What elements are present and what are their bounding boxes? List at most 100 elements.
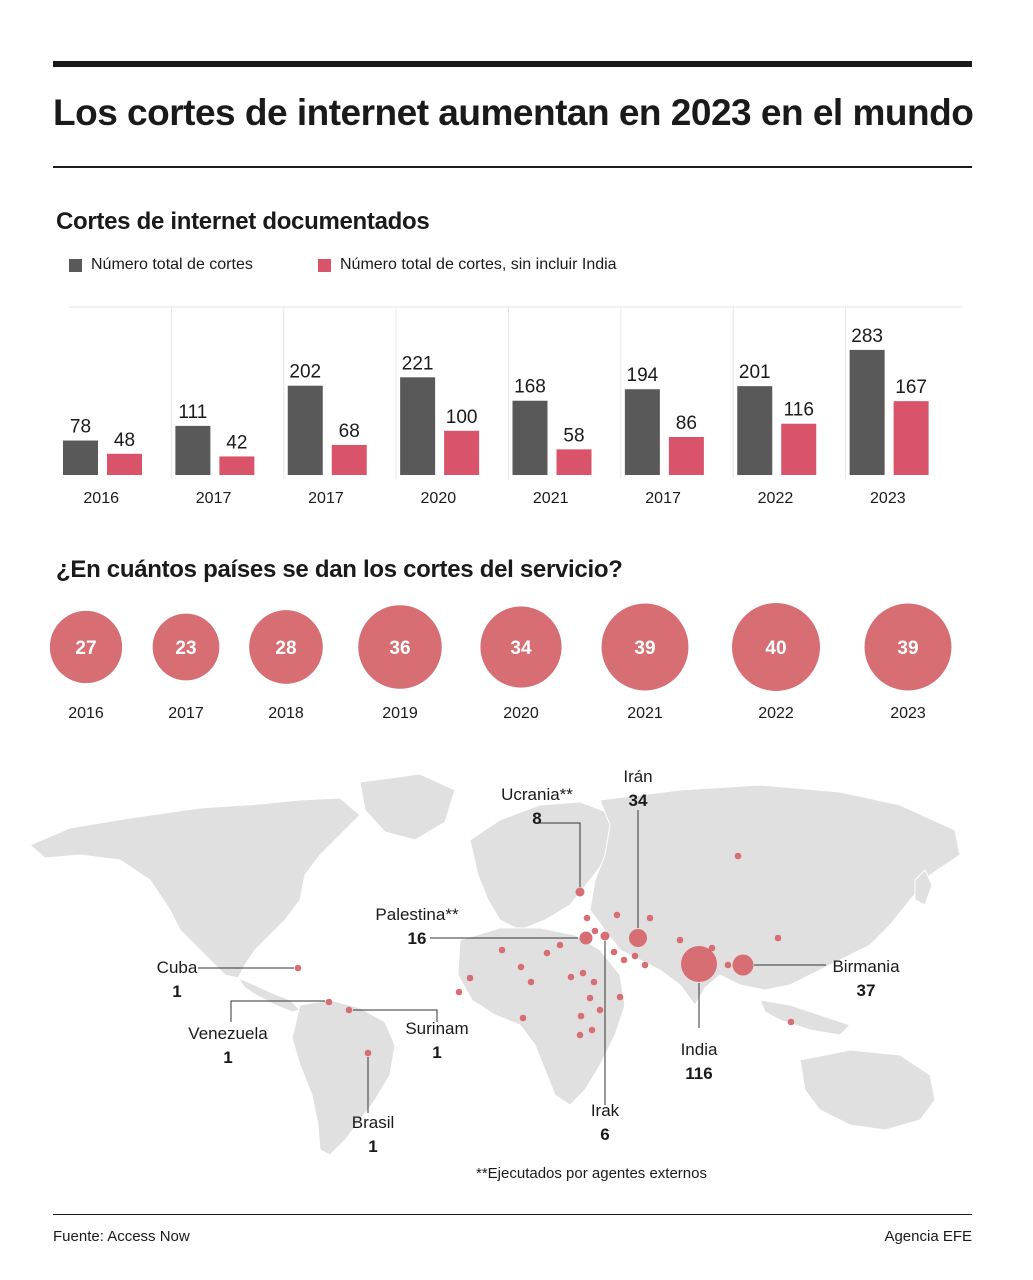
japan xyxy=(914,869,933,906)
country-count-bubble xyxy=(864,603,952,691)
title-divider xyxy=(53,166,972,168)
asia xyxy=(589,784,961,1006)
bar-value-label: 283 xyxy=(851,326,883,347)
x-tick-label: 2017 xyxy=(196,490,232,507)
bar-value-label: 116 xyxy=(784,400,814,421)
cuba-value-label: 1 xyxy=(172,982,181,1001)
country-dot xyxy=(583,914,591,922)
bubble-year-label: 2022 xyxy=(758,705,794,722)
legend-swatch-dark xyxy=(69,258,82,272)
country-dot xyxy=(517,963,525,971)
ucrania-dot xyxy=(575,887,585,897)
bubble-value-label: 28 xyxy=(275,638,296,659)
country-dot xyxy=(579,969,587,977)
country-dot xyxy=(708,944,716,952)
x-tick-label: 2020 xyxy=(421,490,457,507)
greenland xyxy=(359,773,456,841)
country-dot xyxy=(616,993,624,1001)
country-dot xyxy=(787,1018,795,1026)
country-count-bubble xyxy=(152,613,220,681)
footer-agency: Agencia EFE xyxy=(884,1228,972,1245)
venezuela-name-label: Venezuela xyxy=(188,1024,268,1043)
footer-source: Fuente: Access Now xyxy=(53,1228,190,1245)
bubble-year-label: 2018 xyxy=(268,705,304,722)
legend-label-total: Número total de cortes xyxy=(91,256,253,273)
bubble-year-label: 2017 xyxy=(168,705,204,722)
bubble-value-label: 27 xyxy=(75,638,96,659)
country-dot xyxy=(345,1006,353,1014)
bubble-value-label: 23 xyxy=(175,638,196,659)
southeast-asia-islands xyxy=(759,999,851,1036)
country-dot xyxy=(596,1006,604,1014)
country-dot xyxy=(588,1026,596,1034)
country-dot xyxy=(527,978,535,986)
bar-total xyxy=(400,377,436,475)
country-dot xyxy=(734,852,742,860)
country-dot xyxy=(519,1014,527,1022)
irak-value-label: 6 xyxy=(600,1125,609,1144)
bar-value-label: 42 xyxy=(226,432,247,453)
bar-value-label: 194 xyxy=(627,365,659,386)
bar-total xyxy=(63,440,98,475)
country-count-bubble xyxy=(49,610,123,684)
country-dot xyxy=(567,973,575,981)
x-tick-label: 2023 xyxy=(870,490,906,507)
country-dot xyxy=(556,941,564,949)
map-footnote: **Ejecutados por agentes externos xyxy=(476,1165,707,1182)
iran-dot xyxy=(629,929,647,947)
country-dot xyxy=(455,988,463,996)
country-dot xyxy=(641,961,649,969)
country-dot xyxy=(543,949,551,957)
country-count-bubble xyxy=(732,603,820,691)
bar-total xyxy=(849,349,885,475)
map-labels: Ucrania**8Irán34Palestina**16Cuba1Venezu… xyxy=(157,767,900,1156)
south-america xyxy=(291,999,396,1156)
x-tick-label: 2016 xyxy=(83,490,119,507)
bar-value-label: 221 xyxy=(402,353,434,374)
bar-value-label: 58 xyxy=(563,425,584,446)
bar-no-india xyxy=(219,456,255,475)
bubble-year-label: 2019 xyxy=(382,705,418,722)
country-dot xyxy=(325,998,333,1006)
surinam-leader-line xyxy=(353,1009,438,1022)
birmania-name-label: Birmania xyxy=(832,957,900,976)
brasil-name-label: Brasil xyxy=(352,1113,395,1132)
country-dot xyxy=(364,1049,372,1057)
x-tick-label: 2017 xyxy=(308,490,344,507)
iran-name-label: Irán xyxy=(623,767,652,786)
footer-divider xyxy=(53,1214,972,1215)
bar-total xyxy=(737,386,773,475)
bar-chart-title: Cortes de internet documentados xyxy=(56,208,430,235)
bubble-year-label: 2020 xyxy=(503,705,539,722)
australia xyxy=(799,1049,936,1131)
country-dot xyxy=(620,956,628,964)
iran-value-label: 34 xyxy=(629,791,648,810)
page-title: Los cortes de internet aumentan en 2023 … xyxy=(53,92,974,133)
bar-total xyxy=(624,389,660,475)
bar-value-label: 167 xyxy=(895,377,927,398)
country-dot xyxy=(724,961,732,969)
bubble-value-label: 36 xyxy=(389,638,410,659)
surinam-value-label: 1 xyxy=(432,1043,441,1062)
bar-total xyxy=(175,425,211,475)
bar-total xyxy=(512,400,548,475)
country-count-bubble xyxy=(249,610,323,684)
bar-no-india xyxy=(781,423,817,475)
irak-name-label: Irak xyxy=(591,1101,620,1120)
x-tick-label: 2017 xyxy=(645,490,681,507)
country-dot xyxy=(676,936,684,944)
venezuela-value-label: 1 xyxy=(223,1048,232,1067)
ucrania-name-label: Ucrania** xyxy=(501,785,573,804)
country-count-bubble xyxy=(358,605,442,689)
legend-label-no-india: Número total de cortes, sin incluir Indi… xyxy=(340,256,617,273)
palestina-value-label: 16 xyxy=(408,929,427,948)
country-dot xyxy=(466,974,474,982)
bubble-year-label: 2016 xyxy=(68,705,104,722)
irak-dot xyxy=(600,931,610,941)
birmania-value-label: 37 xyxy=(857,981,876,1000)
ucrania-value-label: 8 xyxy=(532,809,541,828)
map-dots xyxy=(294,852,795,1057)
central-america-caribbean xyxy=(236,976,301,1013)
x-tick-label: 2021 xyxy=(533,490,569,507)
bar-value-label: 78 xyxy=(70,417,91,438)
